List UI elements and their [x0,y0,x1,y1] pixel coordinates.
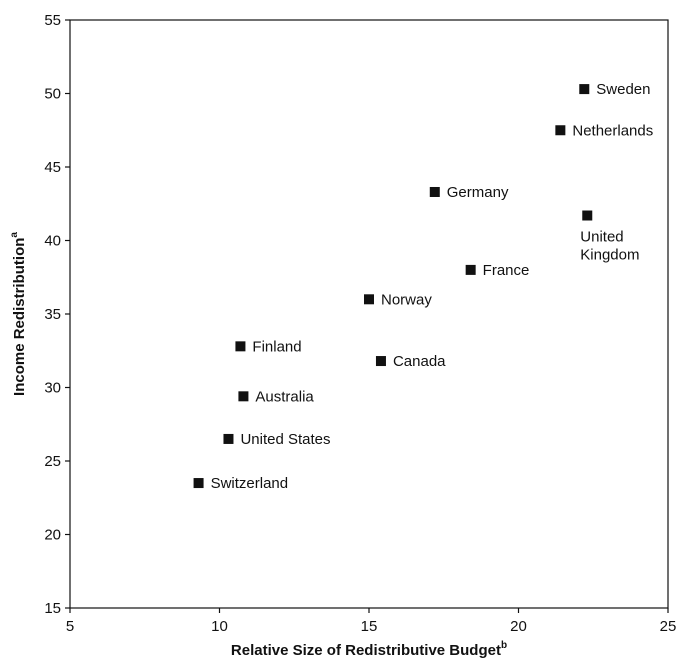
data-point-label: Sweden [596,81,650,98]
data-point-marker [579,84,590,95]
data-point-marker [235,341,246,352]
y-tick-label: 40 [44,233,61,250]
data-point-label: Finland [252,338,301,355]
data-point-label: Netherlands [572,122,653,139]
data-point-label: France [483,262,530,279]
data-point-marker [582,210,593,221]
y-axis-title-text: Income Redistribution [11,238,28,396]
data-points: Sweden Netherlands Germany United Kingdom Fra… [193,81,653,492]
y-tick-label: 25 [44,453,61,470]
data-point-label: Canada [393,353,446,370]
data-point-label: Norway [381,291,432,308]
data-point-label: Germany [447,184,509,201]
x-tick-label: 10 [211,618,228,635]
x-axis-title-text: Relative Size of Redistributive Budget [231,642,501,659]
data-point-marker [364,294,374,305]
x-tick-label: 15 [361,618,378,635]
x-axis: 5 10 15 20 25 [66,608,677,635]
data-point-label: United Kingdom [580,229,639,264]
y-tick-label: 35 [44,306,61,323]
data-point-marker [429,186,440,197]
data-point-label: Australia [255,388,314,405]
plot-area [69,19,669,609]
x-tick-label: 5 [66,618,74,635]
data-point-marker [238,391,249,402]
y-tick-label: 55 [44,12,61,29]
data-point-label: Switzerland [211,475,289,492]
data-point-marker [223,433,234,444]
x-axis-title: Relative Size of Redistributive Budgetb [231,640,507,659]
y-tick-label: 15 [44,600,61,617]
y-axis-title-sup: a [9,232,20,238]
data-point-label-line: United [580,229,623,246]
data-point-label: United States [240,431,330,448]
y-axis-title: Income Redistributiona [9,232,28,396]
data-point-marker [555,125,566,136]
data-point-marker [375,356,386,367]
y-tick-label: 20 [44,527,61,544]
y-axis: 15 20 25 30 35 40 45 50 55 [44,12,70,617]
data-point-marker [193,478,204,489]
y-tick-label: 50 [44,86,61,103]
data-point-label-line: Kingdom [580,247,639,264]
y-tick-label: 45 [44,159,61,176]
y-tick-label: 30 [44,380,61,397]
data-point-marker [465,264,476,275]
x-tick-label: 25 [660,618,677,635]
x-tick-label: 20 [510,618,527,635]
x-axis-title-sup: b [501,640,507,651]
